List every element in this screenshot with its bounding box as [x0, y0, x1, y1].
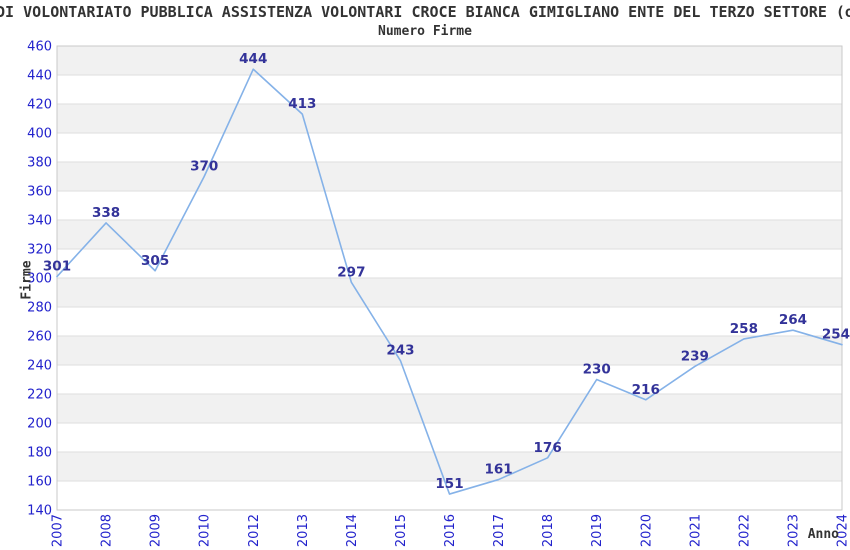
- y-axis-title: Firme: [19, 260, 35, 300]
- y-tick-label: 400: [27, 127, 52, 142]
- y-tick-label: 440: [27, 69, 52, 84]
- x-tick-label: 2008: [100, 514, 115, 547]
- point-label: 161: [484, 462, 512, 478]
- x-tick-label: 2021: [688, 514, 703, 547]
- chart-title: DI VOLONTARIATO PUBBLICA ASSISTENZA VOLO…: [0, 3, 850, 21]
- point-label: 176: [534, 440, 562, 456]
- point-label: 151: [435, 476, 463, 492]
- y-tick-label: 240: [27, 359, 52, 374]
- x-tick-label: 2015: [394, 514, 409, 547]
- point-label: 338: [92, 205, 120, 221]
- point-label: 297: [337, 264, 365, 280]
- point-label: 305: [141, 253, 169, 269]
- x-tick-label: 2018: [541, 514, 556, 547]
- plot-band: [57, 336, 842, 365]
- y-tick-label: 220: [27, 388, 52, 403]
- x-tick-label: 2013: [296, 514, 311, 547]
- plot-band: [57, 278, 842, 307]
- y-tick-label: 380: [27, 156, 52, 171]
- x-tick-label: 2024: [836, 514, 850, 547]
- x-tick-label: 2022: [737, 514, 752, 547]
- plot-band: [57, 220, 842, 249]
- chart-subtitle: Numero Firme: [378, 24, 472, 39]
- y-tick-label: 200: [27, 417, 52, 432]
- y-tick-label: 140: [27, 504, 52, 519]
- y-tick-label: 280: [27, 301, 52, 316]
- point-label: 258: [730, 321, 758, 337]
- data-line: [56, 68, 843, 495]
- y-tick-label: 420: [27, 98, 52, 113]
- point-label: 370: [190, 159, 218, 175]
- plot-band: [57, 394, 842, 423]
- y-tick-label: 320: [27, 243, 52, 258]
- y-tick-label: 360: [27, 185, 52, 200]
- x-axis-title: Anno: [807, 527, 839, 542]
- x-tick-label: 2020: [639, 514, 654, 547]
- x-tick-label: 2010: [198, 514, 213, 547]
- y-tick-label: 160: [27, 475, 52, 490]
- x-tick-label: 2019: [590, 514, 605, 547]
- point-label: 264: [779, 312, 807, 328]
- point-label: 239: [681, 348, 709, 364]
- y-tick-label: 460: [27, 40, 52, 55]
- point-label: 216: [632, 382, 660, 398]
- plot-border: [56, 45, 843, 511]
- y-tick-label: 340: [27, 214, 52, 229]
- point-label: 243: [386, 343, 414, 359]
- point-label: 254: [822, 327, 850, 343]
- plot-band: [57, 104, 842, 133]
- plot-band: [57, 46, 842, 75]
- x-tick-label: 2017: [492, 514, 507, 547]
- y-tick-label: 180: [27, 446, 52, 461]
- point-label: 301: [43, 259, 71, 275]
- point-label: 444: [239, 51, 267, 67]
- point-label: 230: [583, 362, 611, 378]
- x-tick-label: 2012: [247, 514, 262, 547]
- y-tick-label: 260: [27, 330, 52, 345]
- point-label: 413: [288, 96, 316, 112]
- x-tick-label: 2007: [51, 514, 66, 547]
- x-tick-label: 2023: [786, 514, 801, 547]
- x-tick-label: 2009: [149, 514, 164, 547]
- plot-band: [57, 452, 842, 481]
- x-tick-label: 2016: [443, 514, 458, 547]
- y-tick-label: 300: [27, 272, 52, 287]
- x-tick-label: 2014: [345, 514, 360, 547]
- plot-band: [57, 162, 842, 191]
